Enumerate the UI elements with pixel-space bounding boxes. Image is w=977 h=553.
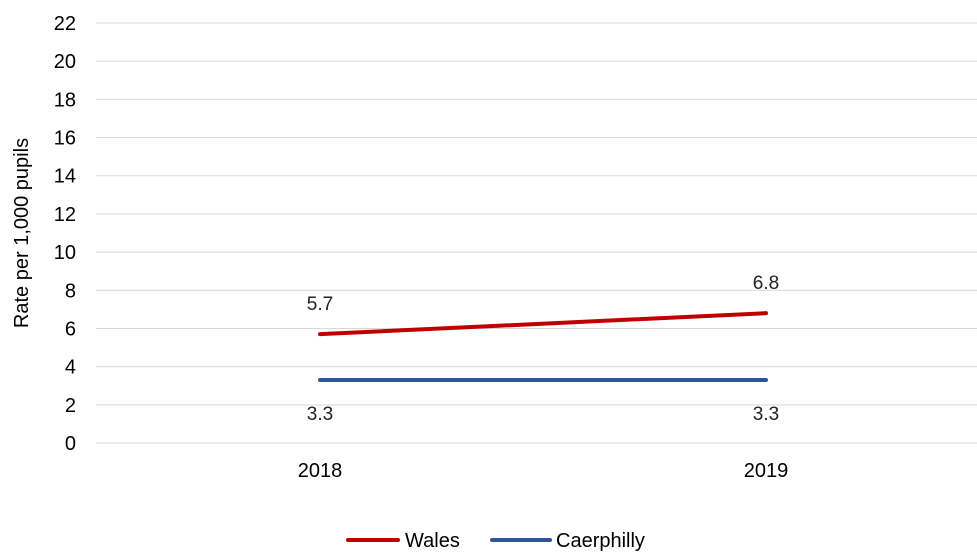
legend: Wales Caerphilly [346, 530, 645, 552]
y-tick-label: 18 [54, 89, 76, 111]
y-tick-label: 22 [54, 13, 76, 35]
legend-label: Caerphilly [556, 530, 645, 552]
data-label: 3.3 [307, 404, 333, 425]
y-tick-label: 0 [65, 433, 76, 455]
y-tick-label: 16 [54, 128, 76, 150]
data-labels: 5.7 6.8 3.3 3.3 [307, 273, 779, 425]
legend-label: Wales [405, 530, 460, 552]
y-axis-title: Rate per 1,000 pupils [11, 138, 33, 328]
x-tick-label: 2018 [298, 460, 343, 482]
x-axis-ticks: 2018 2019 [298, 460, 789, 482]
x-tick-label: 2019 [744, 460, 789, 482]
data-label: 6.8 [753, 273, 779, 294]
series-lines [318, 311, 768, 382]
gridlines [96, 22, 977, 444]
y-tick-label: 8 [65, 280, 76, 302]
y-tick-label: 14 [54, 166, 76, 188]
data-label: 5.7 [307, 294, 333, 315]
series-line-wales [318, 311, 768, 337]
y-tick-label: 4 [65, 357, 76, 379]
y-tick-label: 20 [54, 51, 76, 73]
y-tick-label: 2 [65, 395, 76, 417]
y-tick-label: 10 [54, 242, 76, 264]
data-label: 3.3 [753, 404, 779, 425]
y-axis-ticks: 0 2 4 6 8 10 12 14 16 18 20 22 [54, 13, 76, 455]
y-tick-label: 6 [65, 318, 76, 340]
y-tick-label: 12 [54, 204, 76, 226]
